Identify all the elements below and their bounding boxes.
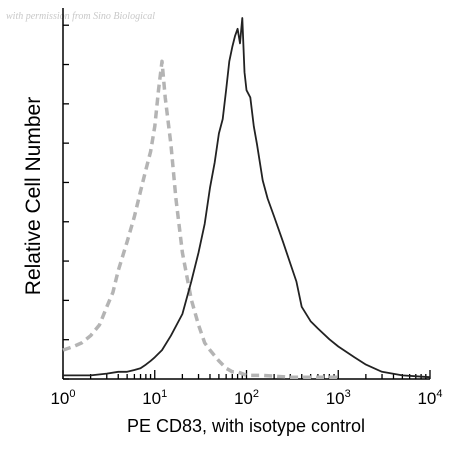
x-tick-label: 100 — [50, 388, 75, 408]
pe-cd83-series — [63, 17, 431, 379]
series-layer — [62, 17, 431, 379]
x-tick-label: 103 — [326, 388, 351, 408]
isotype-control-series — [62, 59, 339, 379]
x-tick-labels: 100 101 102 103 104 — [50, 388, 442, 408]
watermark-text: with permission from Sino Biological — [6, 11, 155, 22]
x-axis-title: PE CD83, with isotype control — [127, 416, 365, 436]
x-tick-label: 104 — [417, 388, 442, 408]
y-axis-title: Relative Cell Number — [22, 97, 45, 295]
y-axis-ticks — [63, 24, 69, 380]
x-tick-label: 102 — [234, 388, 259, 408]
x-tick-label: 101 — [142, 388, 167, 408]
plot-area — [62, 8, 431, 380]
